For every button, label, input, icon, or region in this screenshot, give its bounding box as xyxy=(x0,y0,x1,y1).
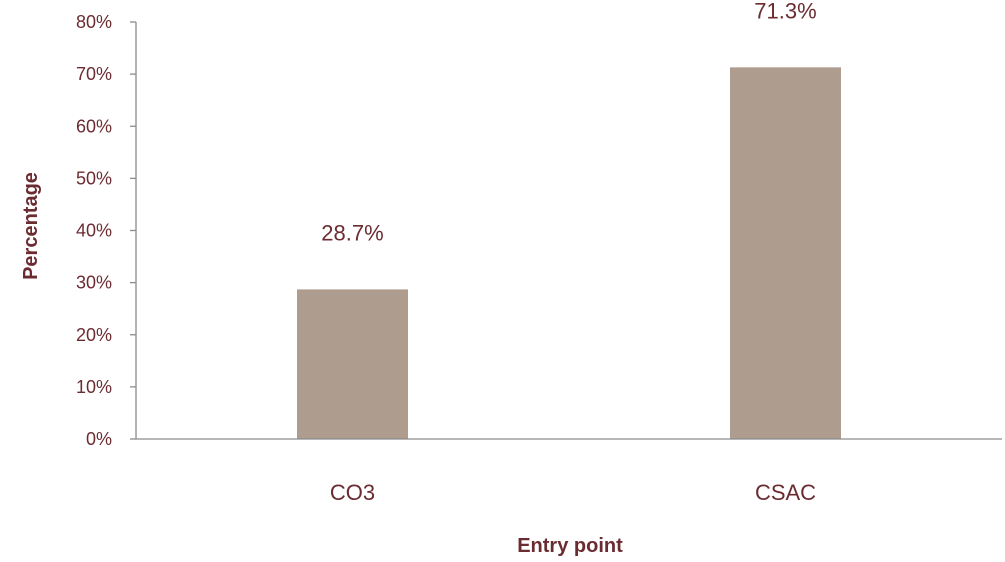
x-tick-label: CSAC xyxy=(755,480,816,505)
bar xyxy=(730,67,841,439)
y-tick-label: 0% xyxy=(86,429,112,449)
x-axis-tick-labels: CO3 CSAC xyxy=(330,480,816,505)
y-tick-label: 20% xyxy=(76,325,112,345)
x-axis-title: Entry point xyxy=(517,535,623,557)
y-tick-label: 40% xyxy=(76,221,112,241)
y-axis-tick-labels: 0% 10% 20% 30% 40% 50% 60% 70% 80% xyxy=(76,12,112,449)
y-tick-label: 80% xyxy=(76,12,112,32)
x-tick-label: CO3 xyxy=(330,480,375,505)
data-label: 71.3% xyxy=(754,0,816,23)
y-tick-label: 70% xyxy=(76,64,112,84)
y-axis-ticks xyxy=(130,21,136,440)
data-label: 28.7% xyxy=(321,220,383,245)
y-tick-label: 10% xyxy=(76,377,112,397)
bar xyxy=(297,289,408,439)
y-axis-title: Percentage xyxy=(20,172,42,280)
bars xyxy=(297,67,841,439)
y-tick-label: 50% xyxy=(76,168,112,188)
y-tick-label: 60% xyxy=(76,116,112,136)
data-labels: 28.7% 71.3% xyxy=(321,0,816,245)
y-tick-label: 30% xyxy=(76,273,112,293)
